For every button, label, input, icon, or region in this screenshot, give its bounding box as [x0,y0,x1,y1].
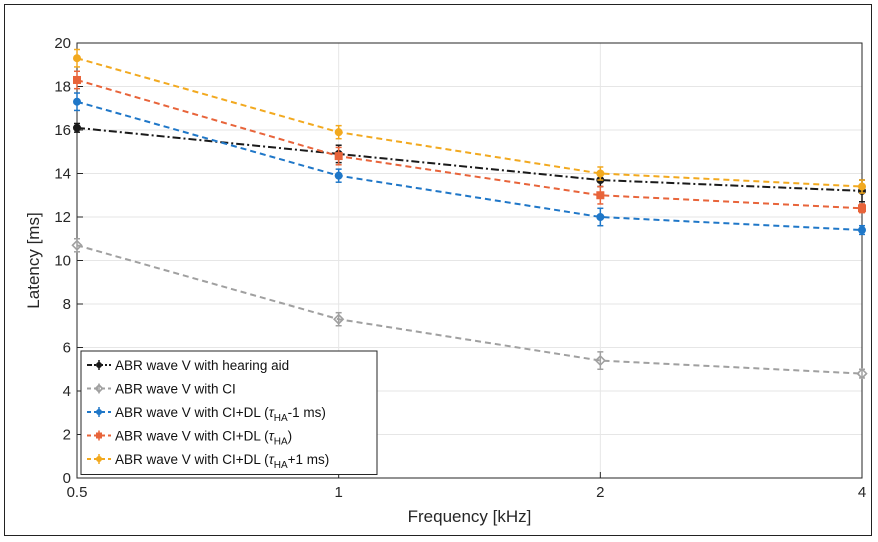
data-point-marker [596,191,605,200]
data-point-marker [96,432,102,439]
legend-box [80,350,378,475]
legend-label: ABR wave V with CI [115,382,236,397]
legend-label-suffix: ) [288,429,293,444]
y-tick-label: 2 [63,427,71,444]
legend-tau-symbol: τ [269,429,275,444]
data-point-marker [334,128,343,137]
series-4 [73,70,866,214]
legend-entry: ABR wave V with hearing aid [87,358,289,373]
x-tick-label: 0.5 [67,484,88,501]
y-tick-label: 8 [63,296,71,313]
y-tick-label: 14 [54,166,71,183]
y-axis-ticks: 0 2 4 6 8 10 12 14 16 18 20 [54,35,83,487]
legend-label: ABR wave V with CI+DL (τHA+1 ms) [115,452,329,471]
y-tick-label: 16 [54,122,71,139]
data-point-marker [73,97,81,106]
data-point-marker [73,75,81,84]
data-point-marker [334,152,343,161]
data-point-marker [94,383,104,394]
legend-entry: ABR wave V with CI [87,382,236,397]
data-point-marker [73,123,81,132]
legend-tau-symbol: τ [269,405,275,420]
legend-entry: ABR wave V with CI+DL (τHA) [87,429,292,448]
legend-entry: ABR wave V with CI+DL (τHA-1 ms) [87,405,326,424]
data-point-marker [858,182,866,191]
data-point-marker [333,313,345,325]
legend-label: ABR wave V with CI+DL (τHA-1 ms) [115,405,326,424]
y-tick-label: 4 [63,383,71,400]
y-axis-label: Latency [ms] [24,212,43,308]
legend-label-text: ABR wave V with CI+DL ( [115,429,269,444]
legend-tau-symbol: τ [269,452,275,467]
y-tick-label: 18 [54,79,71,96]
data-point-marker [73,54,81,63]
legend-subscript: HA [274,460,288,471]
data-point-marker [594,354,606,367]
legend-subscript: HA [274,413,288,424]
y-tick-label: 12 [54,209,71,226]
data-point-marker [596,169,605,178]
data-point-marker [858,226,866,235]
y-tick-label: 0 [63,470,71,487]
figure-frame: 0 2 4 6 8 10 12 14 16 18 20 0.5 1 2 4 ABR wave V with… [4,4,872,536]
x-axis-ticks: 0.5 1 2 4 [67,472,866,501]
legend-subscript: HA [274,437,288,448]
data-point-marker [858,204,866,213]
series-line [76,79,863,210]
series-line [76,57,863,188]
legend-label: ABR wave V with hearing aid [115,358,289,373]
legend-label: ABR wave V with CI+DL (τHA) [115,429,292,448]
data-point-marker [96,409,102,415]
legend-label-suffix: +1 ms) [288,452,330,467]
series-3 [73,92,866,236]
data-point-marker [596,213,605,221]
legend: ABR wave V with hearing aid ABR wave V wi… [80,350,378,475]
y-tick-label: 6 [63,340,71,357]
y-tick-label: 10 [54,253,71,270]
legend-label-text: ABR wave V with CI+DL ( [115,452,269,467]
legend-label-suffix: -1 ms) [288,405,326,420]
series-5 [73,48,866,194]
series-line [76,100,863,232]
legend-entry: ABR wave V with CI+DL (τHA+1 ms) [87,452,329,471]
x-axis-label: Frequency [kHz] [408,507,532,526]
x-tick-label: 4 [858,484,866,501]
legend-label-text: ABR wave V with hearing aid [115,358,289,373]
data-point-marker [96,456,102,462]
series-line [76,126,863,192]
series-2 [71,238,868,380]
data-point-marker [334,171,343,180]
data-series [71,48,868,380]
data-point-marker [96,362,102,368]
series-line [76,244,863,375]
x-tick-label: 1 [334,484,342,501]
legend-label-text: ABR wave V with CI+DL ( [115,405,269,420]
data-point-marker [71,239,83,251]
data-point-marker [856,367,868,380]
legend-label-text: ABR wave V with CI [115,382,236,397]
y-tick-label: 20 [54,35,71,52]
x-tick-label: 2 [596,484,604,501]
